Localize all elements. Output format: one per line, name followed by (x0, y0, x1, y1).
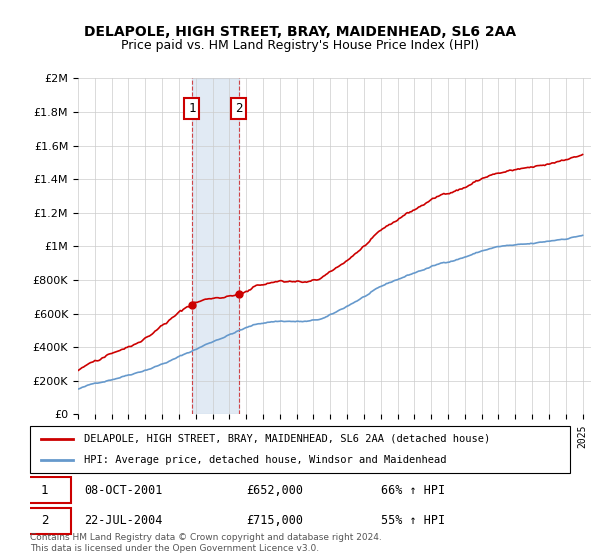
Text: 1: 1 (188, 102, 196, 115)
FancyBboxPatch shape (30, 426, 570, 473)
Text: Contains HM Land Registry data © Crown copyright and database right 2024.
This d: Contains HM Land Registry data © Crown c… (30, 533, 382, 553)
Text: 55% ↑ HPI: 55% ↑ HPI (381, 515, 445, 528)
Text: 08-OCT-2001: 08-OCT-2001 (84, 484, 163, 497)
Text: 2: 2 (41, 515, 49, 528)
Text: 22-JUL-2004: 22-JUL-2004 (84, 515, 163, 528)
Text: 1: 1 (41, 484, 49, 497)
Text: 2: 2 (235, 102, 242, 115)
FancyBboxPatch shape (19, 477, 71, 503)
Text: Price paid vs. HM Land Registry's House Price Index (HPI): Price paid vs. HM Land Registry's House … (121, 39, 479, 52)
Text: DELAPOLE, HIGH STREET, BRAY, MAIDENHEAD, SL6 2AA: DELAPOLE, HIGH STREET, BRAY, MAIDENHEAD,… (84, 25, 516, 39)
Bar (192, 78, 239, 414)
Text: 66% ↑ HPI: 66% ↑ HPI (381, 484, 445, 497)
Text: HPI: Average price, detached house, Windsor and Maidenhead: HPI: Average price, detached house, Wind… (84, 455, 446, 465)
Text: DELAPOLE, HIGH STREET, BRAY, MAIDENHEAD, SL6 2AA (detached house): DELAPOLE, HIGH STREET, BRAY, MAIDENHEAD,… (84, 434, 490, 444)
FancyBboxPatch shape (19, 508, 71, 534)
Text: £652,000: £652,000 (246, 484, 303, 497)
Text: £715,000: £715,000 (246, 515, 303, 528)
